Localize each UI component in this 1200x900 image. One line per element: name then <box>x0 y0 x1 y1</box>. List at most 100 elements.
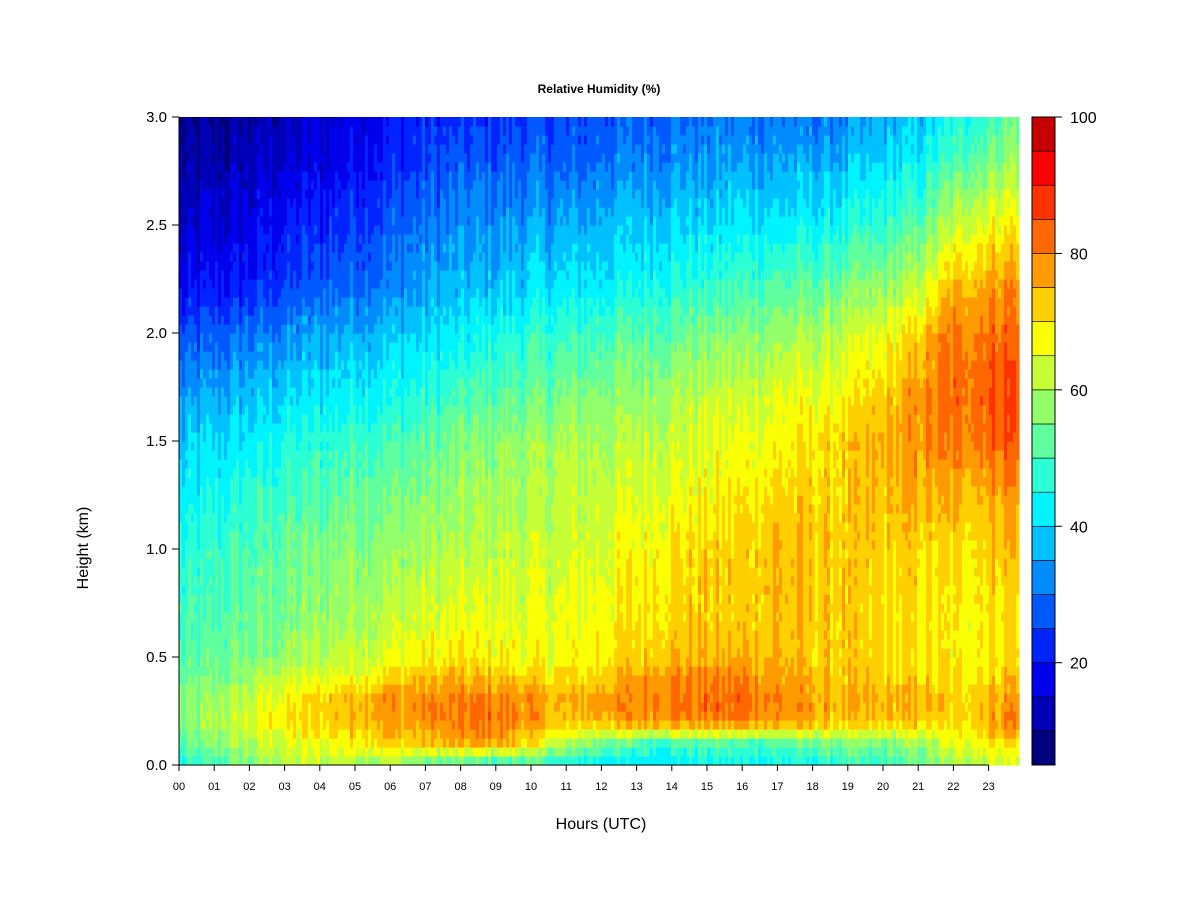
heatmap-cell <box>197 576 201 586</box>
heatmap-cell <box>245 738 249 748</box>
heatmap-cell <box>353 216 357 226</box>
heatmap-cell <box>236 504 240 514</box>
heatmap-cell <box>272 207 276 217</box>
heatmap-cell <box>206 540 210 550</box>
heatmap-cell <box>374 180 378 190</box>
heatmap-cell <box>284 603 288 613</box>
heatmap-cell <box>212 567 216 577</box>
heatmap-cell <box>293 261 297 271</box>
heatmap-cell <box>251 360 255 370</box>
heatmap-cell <box>257 738 261 748</box>
heatmap-cell <box>338 126 342 136</box>
heatmap-cell <box>317 225 321 235</box>
heatmap-cell <box>239 144 243 154</box>
heatmap-cell <box>185 279 189 289</box>
heatmap-cell <box>200 486 204 496</box>
heatmap-cell <box>203 585 207 595</box>
heatmap-cell <box>206 333 210 343</box>
heatmap-cell <box>191 531 195 541</box>
heatmap-cell <box>251 252 255 262</box>
heatmap-cell <box>308 567 312 577</box>
heatmap-cell <box>335 225 339 235</box>
heatmap-cell <box>269 171 273 181</box>
heatmap-cell <box>377 405 381 415</box>
heatmap-cell <box>212 576 216 586</box>
heatmap-cell <box>371 738 375 748</box>
heatmap-cell <box>335 405 339 415</box>
heatmap-cell <box>284 270 288 280</box>
heatmap-cell <box>338 198 342 208</box>
heatmap-cell <box>257 234 261 244</box>
heatmap-cell <box>335 423 339 433</box>
heatmap-cell <box>290 513 294 523</box>
heatmap-cell <box>308 396 312 406</box>
heatmap-cell <box>236 405 240 415</box>
heatmap-cell <box>311 612 315 622</box>
heatmap-cell <box>299 225 303 235</box>
heatmap-cell <box>320 612 324 622</box>
heatmap-cell <box>227 477 231 487</box>
heatmap-cell <box>239 306 243 316</box>
heatmap-area <box>179 117 1020 766</box>
heatmap-cell <box>266 477 270 487</box>
heatmap-cell <box>191 324 195 334</box>
heatmap-cell <box>296 306 300 316</box>
heatmap-cell <box>179 261 183 271</box>
heatmap-cell <box>266 657 270 667</box>
heatmap-cell <box>362 126 366 136</box>
heatmap-cell <box>281 171 285 181</box>
heatmap-cell <box>317 486 321 496</box>
heatmap-cell <box>227 207 231 217</box>
heatmap-cell <box>368 756 372 766</box>
heatmap-cell <box>293 504 297 514</box>
heatmap-cell <box>269 729 273 739</box>
heatmap-cell <box>260 342 264 352</box>
heatmap-cell <box>347 639 351 649</box>
heatmap-cell <box>218 540 222 550</box>
heatmap-cell <box>305 243 309 253</box>
heatmap-cell <box>224 261 228 271</box>
heatmap-cell <box>275 189 279 199</box>
heatmap-cell <box>338 477 342 487</box>
heatmap-cell <box>254 144 258 154</box>
heatmap-cell <box>194 198 198 208</box>
heatmap-cell <box>368 117 372 127</box>
heatmap-cell <box>314 486 318 496</box>
heatmap-cell <box>299 540 303 550</box>
heatmap-cell <box>269 279 273 289</box>
heatmap-cell <box>188 387 192 397</box>
heatmap-cell <box>221 666 225 676</box>
heatmap-cell <box>275 414 279 424</box>
heatmap-cell <box>203 450 207 460</box>
heatmap-cell <box>329 531 333 541</box>
heatmap-cell <box>317 747 321 757</box>
heatmap-cell <box>254 180 258 190</box>
heatmap-cell <box>362 279 366 289</box>
heatmap-cell <box>377 756 381 766</box>
heatmap-cell <box>191 243 195 253</box>
heatmap-cell <box>287 351 291 361</box>
heatmap-cell <box>290 756 294 766</box>
heatmap-cell <box>329 360 333 370</box>
heatmap-cell <box>377 342 381 352</box>
heatmap-cell <box>332 441 336 451</box>
heatmap-cell <box>242 216 246 226</box>
heatmap-cell <box>317 693 321 703</box>
heatmap-cell <box>236 414 240 424</box>
heatmap-cell <box>365 657 369 667</box>
heatmap-cell <box>359 162 363 172</box>
heatmap-cell <box>266 279 270 289</box>
heatmap-cell <box>293 441 297 451</box>
heatmap-cell <box>185 333 189 343</box>
heatmap-cell <box>296 693 300 703</box>
heatmap-cell <box>281 450 285 460</box>
heatmap-cell <box>332 315 336 325</box>
heatmap-cell <box>296 333 300 343</box>
heatmap-cell <box>329 396 333 406</box>
heatmap-cell <box>275 477 279 487</box>
heatmap-cell <box>185 612 189 622</box>
heatmap-cell <box>233 333 237 343</box>
heatmap-cell <box>371 495 375 505</box>
heatmap-cell <box>221 657 225 667</box>
heatmap-cell <box>239 315 243 325</box>
